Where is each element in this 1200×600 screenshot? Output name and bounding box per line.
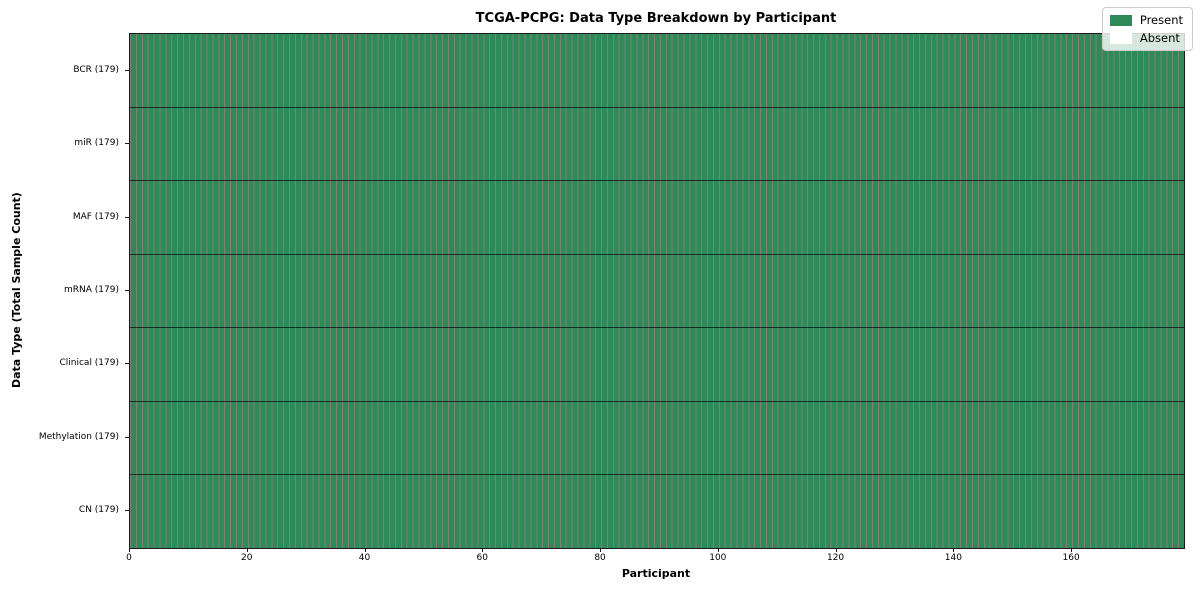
x-tick-mark <box>600 548 602 552</box>
y-tick-mark <box>125 510 129 512</box>
y-tick-label: Methylation (179) <box>38 431 119 442</box>
y-tick-mark <box>125 436 129 438</box>
x-tick-label: 80 <box>594 553 606 563</box>
x-tick-mark <box>364 548 366 552</box>
y-tick-label: MAF (179) <box>72 211 119 222</box>
heatmap-row-bcr <box>130 34 1184 108</box>
y-tick-mark <box>125 216 129 218</box>
chart-title: TCGA-PCPG: Data Type Breakdown by Partic… <box>475 11 837 26</box>
x-axis-ticks: 0 20 40 60 80 100 120 140 160 <box>126 548 1183 566</box>
legend: Present Absent <box>1101 7 1193 51</box>
plot-area <box>129 33 1185 549</box>
heatmap-row-maf <box>130 181 1184 255</box>
y-tick-label: BCR (179) <box>73 64 119 75</box>
heatmap-row-mrna <box>130 254 1184 329</box>
x-tick-label: 0 <box>126 553 132 563</box>
x-tick-label: 40 <box>358 553 371 563</box>
legend-label: Present <box>1139 13 1183 27</box>
x-tick-mark <box>717 548 719 552</box>
heatmap-row-clinical <box>130 328 1184 402</box>
x-tick-label: 60 <box>476 553 489 563</box>
y-tick-mark <box>125 363 129 365</box>
x-tick-mark <box>129 548 130 552</box>
x-axis-label: Participant <box>621 567 691 580</box>
heatmap-row-mir <box>130 107 1184 182</box>
y-tick-mark <box>125 69 129 71</box>
x-tick-label: 20 <box>241 553 253 563</box>
heatmap-row-methylation <box>130 401 1184 476</box>
legend-entry-present: Present <box>1109 13 1183 27</box>
legend-swatch-present <box>1109 14 1132 26</box>
legend-label: Absent <box>1139 31 1180 45</box>
y-tick-mark <box>125 143 129 145</box>
x-tick-label: 160 <box>1062 553 1080 563</box>
legend-entry-absent: Absent <box>1109 31 1183 45</box>
x-tick-label: 120 <box>826 553 845 563</box>
y-tick-label: mRNA (179) <box>64 285 119 295</box>
y-tick-label: miR (179) <box>74 138 119 149</box>
x-tick-mark <box>246 548 248 552</box>
y-tick-label: CN (179) <box>78 505 119 516</box>
y-tick-mark <box>125 290 129 291</box>
y-tick-label: Clinical (179) <box>59 358 119 369</box>
x-tick-label: 100 <box>709 553 727 563</box>
x-tick-mark <box>835 548 837 552</box>
legend-swatch-absent <box>1109 32 1132 44</box>
x-tick-mark <box>482 548 484 552</box>
heatmap-row-cn <box>130 475 1184 549</box>
x-tick-label: 140 <box>944 553 962 563</box>
x-tick-mark <box>1071 548 1073 552</box>
y-axis-ticks: BCR (179) miR (179) MAF (179) mRNA (179) Cli… <box>0 33 129 547</box>
x-tick-mark <box>953 548 955 552</box>
